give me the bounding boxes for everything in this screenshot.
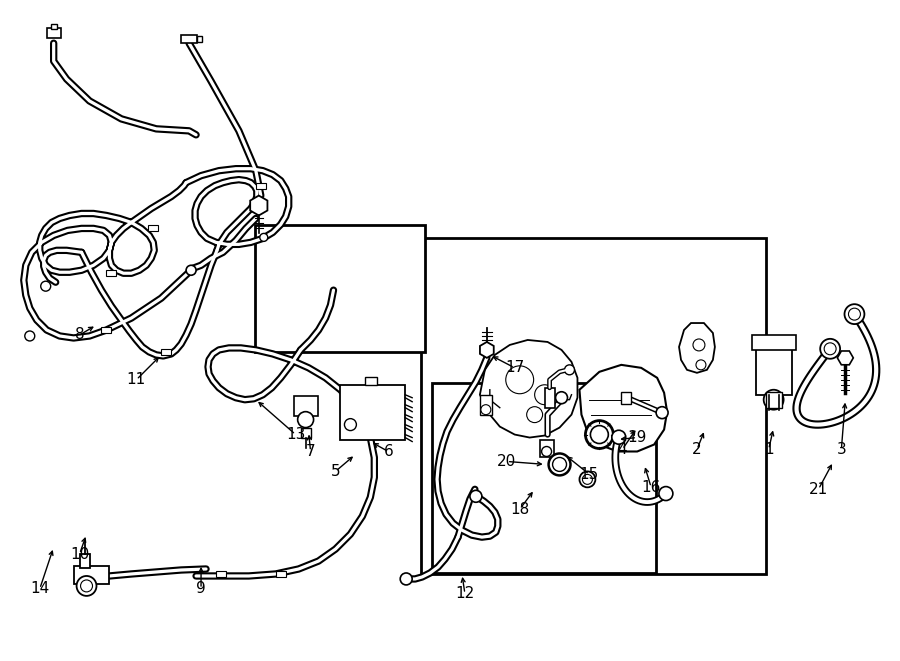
Bar bbox=[293, 396, 318, 416]
Circle shape bbox=[612, 430, 625, 444]
Polygon shape bbox=[250, 196, 267, 215]
Bar bbox=[301, 428, 310, 438]
Circle shape bbox=[590, 426, 608, 444]
Text: 7: 7 bbox=[306, 444, 315, 459]
Circle shape bbox=[844, 304, 864, 324]
Bar bbox=[161, 349, 171, 355]
Text: 21: 21 bbox=[809, 482, 828, 497]
Circle shape bbox=[526, 407, 543, 422]
Text: 8: 8 bbox=[75, 327, 85, 342]
Bar bbox=[621, 392, 631, 404]
Text: 1: 1 bbox=[764, 442, 773, 457]
Circle shape bbox=[186, 265, 196, 275]
Polygon shape bbox=[837, 351, 853, 365]
Bar bbox=[275, 571, 285, 577]
Bar bbox=[181, 35, 197, 43]
Circle shape bbox=[470, 490, 482, 502]
Bar bbox=[216, 571, 226, 577]
Circle shape bbox=[298, 412, 313, 428]
Text: 2: 2 bbox=[692, 442, 702, 457]
Circle shape bbox=[345, 418, 356, 430]
Text: 17: 17 bbox=[505, 360, 525, 375]
Circle shape bbox=[564, 365, 574, 375]
Bar bbox=[752, 335, 796, 350]
Bar bbox=[102, 327, 112, 333]
Text: 3: 3 bbox=[836, 442, 846, 457]
Bar bbox=[148, 225, 158, 231]
Circle shape bbox=[260, 233, 268, 241]
Text: 10: 10 bbox=[70, 547, 89, 562]
Circle shape bbox=[764, 390, 784, 410]
Text: 12: 12 bbox=[455, 586, 474, 602]
Text: 6: 6 bbox=[383, 444, 393, 459]
Circle shape bbox=[25, 331, 35, 341]
Bar bbox=[421, 239, 767, 574]
Text: 4: 4 bbox=[617, 442, 627, 457]
Circle shape bbox=[400, 573, 412, 585]
Text: 16: 16 bbox=[642, 480, 661, 495]
Bar bbox=[340, 385, 405, 440]
Bar bbox=[766, 392, 781, 408]
Text: 18: 18 bbox=[510, 502, 529, 517]
Bar bbox=[106, 270, 116, 276]
Circle shape bbox=[542, 447, 552, 457]
Circle shape bbox=[696, 360, 706, 370]
Bar bbox=[480, 395, 491, 414]
Circle shape bbox=[849, 308, 860, 320]
Text: 14: 14 bbox=[30, 582, 50, 596]
Text: 19: 19 bbox=[627, 430, 647, 445]
Circle shape bbox=[481, 405, 491, 414]
Bar bbox=[432, 383, 656, 572]
Circle shape bbox=[824, 343, 836, 355]
Bar bbox=[255, 225, 425, 352]
Bar bbox=[47, 28, 60, 38]
Polygon shape bbox=[480, 342, 494, 358]
Bar bbox=[544, 388, 554, 408]
Bar bbox=[540, 440, 554, 457]
Circle shape bbox=[81, 580, 93, 592]
Bar bbox=[79, 554, 89, 568]
Circle shape bbox=[820, 339, 840, 359]
Circle shape bbox=[76, 576, 96, 596]
Bar bbox=[74, 566, 110, 584]
Bar bbox=[365, 377, 377, 385]
Circle shape bbox=[659, 486, 673, 500]
Circle shape bbox=[535, 385, 554, 405]
Bar bbox=[50, 24, 57, 29]
Circle shape bbox=[582, 475, 592, 485]
Circle shape bbox=[585, 420, 613, 449]
Circle shape bbox=[555, 392, 568, 404]
Circle shape bbox=[656, 407, 668, 418]
Circle shape bbox=[553, 457, 566, 471]
Circle shape bbox=[580, 471, 596, 487]
Bar bbox=[256, 182, 266, 188]
Text: 11: 11 bbox=[127, 372, 146, 387]
Circle shape bbox=[506, 366, 534, 394]
Polygon shape bbox=[580, 365, 667, 451]
Bar bbox=[756, 345, 792, 395]
Circle shape bbox=[693, 339, 705, 351]
Text: 9: 9 bbox=[196, 582, 206, 596]
Bar bbox=[197, 36, 202, 42]
Text: 13: 13 bbox=[286, 427, 305, 442]
Circle shape bbox=[549, 453, 571, 475]
Text: 20: 20 bbox=[497, 454, 517, 469]
Text: 15: 15 bbox=[580, 467, 599, 482]
Circle shape bbox=[40, 281, 50, 291]
Polygon shape bbox=[679, 323, 715, 373]
Text: 5: 5 bbox=[330, 464, 340, 479]
Polygon shape bbox=[480, 340, 578, 438]
